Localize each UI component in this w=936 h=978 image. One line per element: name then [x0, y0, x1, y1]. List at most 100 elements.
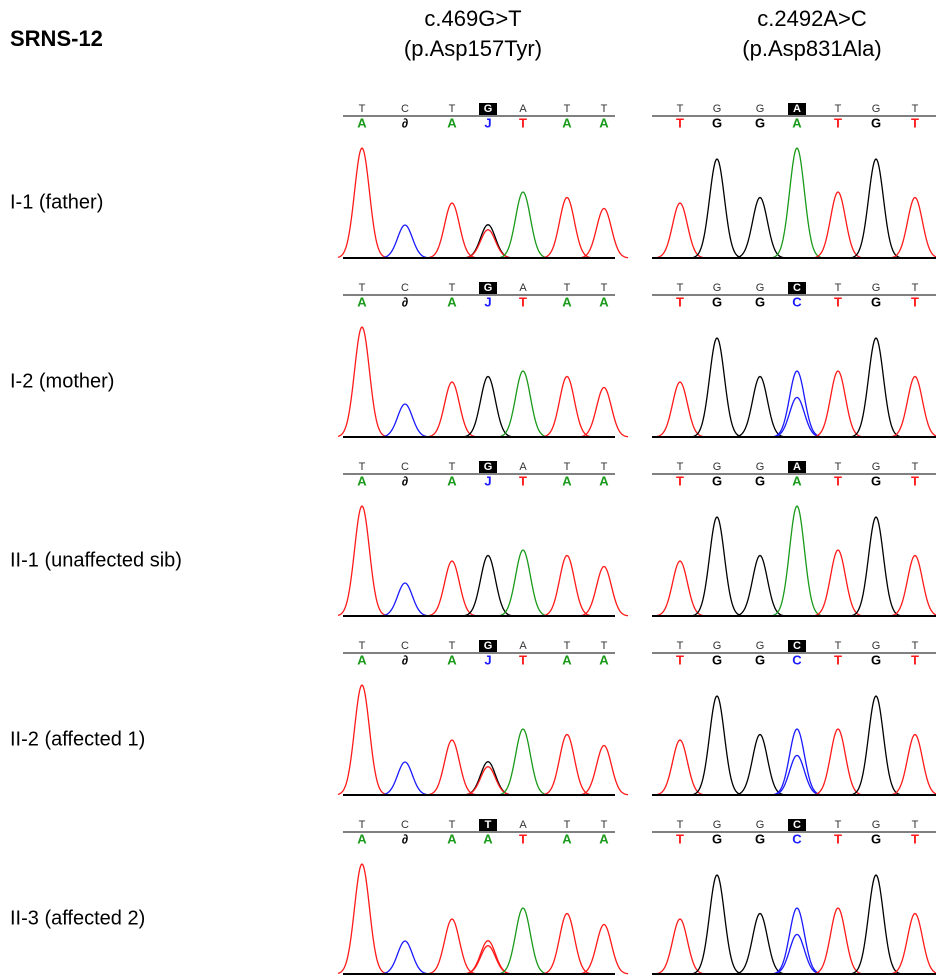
reference-base: T — [564, 819, 571, 831]
reference-base: T — [835, 819, 842, 831]
trace-peak — [693, 159, 741, 258]
reference-base: G — [756, 640, 765, 652]
called-base: A — [562, 831, 572, 846]
reference-base: T — [912, 461, 919, 473]
reference-base: T — [601, 282, 608, 294]
reference-base: G — [872, 819, 881, 831]
trace-peak — [773, 908, 821, 974]
reference-base: G — [713, 819, 722, 831]
called-base: T — [676, 652, 684, 667]
reference-base: T — [677, 640, 684, 652]
called-base: A — [357, 115, 367, 130]
trace-peak — [338, 864, 386, 973]
trace-peak — [736, 735, 784, 795]
reference-base: T — [835, 461, 842, 473]
reference-base: C — [793, 282, 801, 294]
row-label: I-1 (father) — [10, 191, 103, 213]
reference-base: T — [912, 819, 919, 831]
called-base: A — [599, 652, 609, 667]
reference-base: G — [872, 461, 881, 473]
trace-peak — [464, 377, 512, 437]
called-base: T — [834, 473, 842, 488]
figure: SRNS-12 c.469G>T (p.Asp157Tyr) c.2492A>C… — [0, 0, 936, 978]
trace-peak — [656, 203, 704, 258]
trace-peak — [656, 919, 704, 974]
trace-peak — [580, 567, 628, 616]
row-label: II-1 (unaffected sib) — [10, 549, 182, 571]
reference-base: T — [449, 819, 456, 831]
trace-peak — [338, 327, 386, 436]
reference-base: A — [519, 819, 527, 831]
called-base: C — [792, 652, 802, 667]
trace-peak — [891, 735, 936, 795]
reference-base: A — [519, 640, 527, 652]
trace-peak — [338, 148, 386, 257]
called-base: A — [483, 831, 493, 846]
trace-peak — [852, 338, 900, 437]
called-base: A — [447, 652, 457, 667]
row-label: II-3 (affected 2) — [10, 907, 145, 929]
trace-peak — [891, 556, 936, 616]
trace-peak — [543, 914, 591, 974]
reference-base: G — [484, 640, 493, 652]
reference-base: T — [677, 282, 684, 294]
reference-base: T — [601, 640, 608, 652]
reference-base: T — [677, 103, 684, 115]
reference-base: T — [449, 282, 456, 294]
reference-base: T — [359, 282, 366, 294]
trace-peak — [773, 506, 821, 615]
trace-peak — [499, 908, 547, 974]
reference-base: T — [564, 282, 571, 294]
reference-base: T — [449, 640, 456, 652]
called-base: A — [447, 473, 457, 488]
called-base: T — [519, 473, 527, 488]
trace-peak — [338, 506, 386, 615]
trace-peak — [773, 729, 821, 795]
called-base: A — [599, 831, 609, 846]
reference-base: T — [601, 461, 608, 473]
trace-peak — [464, 230, 512, 258]
called-base: A — [792, 473, 802, 488]
column-sublabel: (p.Asp157Tyr) — [404, 36, 542, 61]
reference-base: T — [912, 640, 919, 652]
trace-peak — [852, 159, 900, 258]
column-sublabel: (p.Asp831Ala) — [742, 36, 881, 61]
trace-peak — [580, 746, 628, 795]
reference-base: T — [912, 282, 919, 294]
called-base: A — [357, 831, 367, 846]
trace-peak — [852, 875, 900, 974]
called-base: T — [676, 294, 684, 309]
called-base: A — [599, 294, 609, 309]
reference-base: T — [359, 819, 366, 831]
trace-peak — [656, 561, 704, 616]
called-base: J — [484, 473, 491, 488]
trace-peak — [580, 209, 628, 258]
reference-base: T — [677, 819, 684, 831]
trace-peak — [464, 767, 512, 795]
trace-peak — [381, 583, 429, 616]
called-base: G — [871, 115, 881, 130]
column-label: c.469G>T — [424, 6, 521, 31]
trace-peak — [428, 740, 476, 795]
reference-base: G — [872, 103, 881, 115]
trace-peak — [773, 148, 821, 257]
trace-peak — [428, 382, 476, 437]
trace-peak — [736, 556, 784, 616]
trace-peak — [891, 377, 936, 437]
called-base: A — [447, 831, 457, 846]
trace-peak — [773, 371, 821, 437]
called-base: T — [834, 115, 842, 130]
called-base: T — [834, 652, 842, 667]
called-base: G — [755, 115, 765, 130]
called-base: A — [792, 115, 802, 130]
called-base: A — [357, 473, 367, 488]
reference-base: G — [713, 640, 722, 652]
called-base: G — [871, 473, 881, 488]
called-base: ∂ — [402, 473, 408, 488]
called-base: T — [676, 831, 684, 846]
trace-peak — [499, 371, 547, 437]
called-base: G — [755, 652, 765, 667]
trace-peak — [543, 377, 591, 437]
row-label: II-2 (affected 1) — [10, 728, 145, 750]
called-base: G — [712, 473, 722, 488]
